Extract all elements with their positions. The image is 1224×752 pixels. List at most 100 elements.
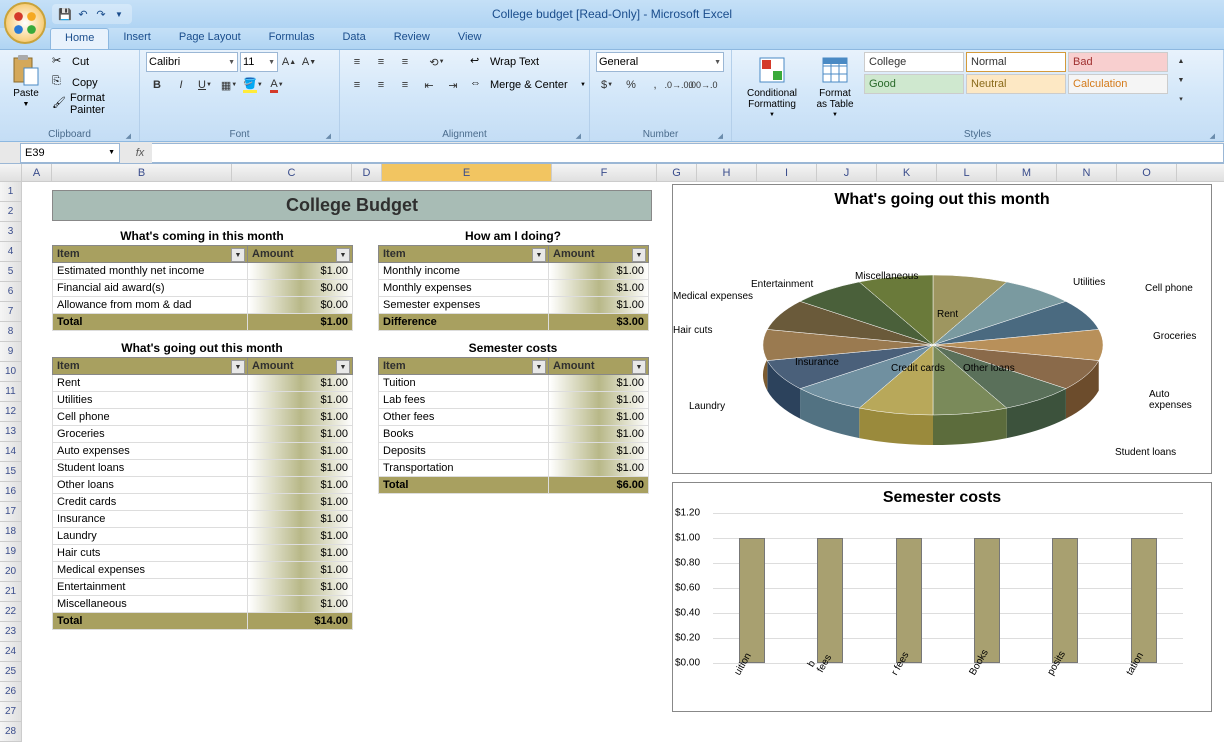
style-cell-college[interactable]: College: [864, 52, 964, 72]
table-cell[interactable]: Allowance from mom & dad: [53, 297, 248, 314]
border-button[interactable]: ▦▼: [218, 75, 240, 95]
table-cell[interactable]: Estimated monthly net income: [53, 263, 248, 280]
decrease-indent-button[interactable]: ⇤: [418, 75, 440, 95]
row-header-24[interactable]: 24: [0, 642, 22, 662]
font-name-combo[interactable]: Calibri▼: [146, 52, 238, 72]
align-center-button[interactable]: ≡: [370, 75, 392, 95]
percent-button[interactable]: %: [620, 75, 642, 95]
save-icon[interactable]: 💾: [58, 7, 72, 21]
table-cell[interactable]: $1.00: [248, 579, 353, 596]
styles-scroll-down[interactable]: ▼: [1174, 71, 1188, 89]
table-cell[interactable]: Utilities: [53, 392, 248, 409]
comma-button[interactable]: ,: [644, 75, 666, 95]
style-cell-normal[interactable]: Normal: [966, 52, 1066, 72]
filter-button[interactable]: ▼: [231, 360, 245, 374]
row-header-21[interactable]: 21: [0, 582, 22, 602]
table-cell[interactable]: Financial aid award(s): [53, 280, 248, 297]
row-header-20[interactable]: 20: [0, 562, 22, 582]
styles-scroll-up[interactable]: ▲: [1174, 52, 1188, 70]
row-header-13[interactable]: 13: [0, 422, 22, 442]
table-cell[interactable]: Monthly income: [379, 263, 549, 280]
col-header-K[interactable]: K: [877, 164, 937, 181]
row-header-11[interactable]: 11: [0, 382, 22, 402]
table-cell[interactable]: $1.00: [248, 426, 353, 443]
underline-button[interactable]: U▼: [194, 75, 216, 95]
bar-chart[interactable]: Semester costs $1.20$1.00$0.80$0.60$0.40…: [672, 482, 1212, 712]
table-cell[interactable]: Miscellaneous: [53, 596, 248, 613]
pie-chart[interactable]: What's going out this month Medical expe…: [672, 184, 1212, 474]
number-format-combo[interactable]: General▼: [596, 52, 724, 72]
undo-icon[interactable]: ↶: [76, 7, 90, 21]
table-cell[interactable]: Other fees: [379, 409, 549, 426]
table-cell[interactable]: $1.00: [248, 494, 353, 511]
style-cell-bad[interactable]: Bad: [1068, 52, 1168, 72]
table-cell[interactable]: $1.00: [549, 392, 649, 409]
office-button[interactable]: [4, 2, 46, 44]
col-header-G[interactable]: G: [657, 164, 697, 181]
styles-more[interactable]: ▾: [1174, 90, 1188, 108]
table-cell[interactable]: $1.00: [248, 392, 353, 409]
table-cell[interactable]: $1.00: [549, 460, 649, 477]
select-all-corner[interactable]: [0, 164, 22, 181]
row-header-27[interactable]: 27: [0, 702, 22, 722]
filter-button[interactable]: ▼: [231, 248, 245, 262]
grow-font-button[interactable]: A▲: [280, 52, 298, 72]
col-header-E[interactable]: E: [382, 164, 552, 181]
table-cell[interactable]: Cell phone: [53, 409, 248, 426]
row-header-19[interactable]: 19: [0, 542, 22, 562]
row-header-28[interactable]: 28: [0, 722, 22, 742]
table-cell[interactable]: Other loans: [53, 477, 248, 494]
table-cell[interactable]: $1.00: [248, 477, 353, 494]
table-cell[interactable]: $1.00: [248, 596, 353, 613]
italic-button[interactable]: I: [170, 75, 192, 95]
filter-button[interactable]: ▼: [632, 248, 646, 262]
tab-home[interactable]: Home: [50, 28, 109, 49]
table-cell[interactable]: Monthly expenses: [379, 280, 549, 297]
increase-decimal-button[interactable]: .0→.00: [668, 75, 690, 95]
col-header-H[interactable]: H: [697, 164, 757, 181]
align-left-button[interactable]: ≡: [346, 75, 368, 95]
orientation-button[interactable]: ⟲▼: [426, 52, 448, 72]
table-cell[interactable]: $1.00: [248, 263, 353, 280]
col-header-B[interactable]: B: [52, 164, 232, 181]
tab-view[interactable]: View: [444, 28, 496, 49]
table-cell[interactable]: Semester expenses: [379, 297, 549, 314]
table-cell[interactable]: Hair cuts: [53, 545, 248, 562]
col-header-O[interactable]: O: [1117, 164, 1177, 181]
copy-button[interactable]: ⎘Copy: [50, 73, 133, 93]
style-cell-neutral[interactable]: Neutral: [966, 74, 1066, 94]
table-cell[interactable]: $1.00: [549, 263, 649, 280]
style-cell-calculation[interactable]: Calculation: [1068, 74, 1168, 94]
table-cell[interactable]: $0.00: [248, 280, 353, 297]
table-cell[interactable]: $1.00: [549, 297, 649, 314]
table-cell[interactable]: $1.00: [248, 562, 353, 579]
currency-button[interactable]: $▼: [596, 75, 618, 95]
name-box[interactable]: E39▼: [20, 143, 120, 163]
col-header-L[interactable]: L: [937, 164, 997, 181]
wrap-text-button[interactable]: ↩Wrap Text: [468, 52, 588, 72]
row-header-9[interactable]: 9: [0, 342, 22, 362]
col-header-J[interactable]: J: [817, 164, 877, 181]
table-cell[interactable]: $1.00: [549, 443, 649, 460]
table-cell[interactable]: Rent: [53, 375, 248, 392]
table-cell[interactable]: Deposits: [379, 443, 549, 460]
filter-button[interactable]: ▼: [336, 248, 350, 262]
table-cell[interactable]: Insurance: [53, 511, 248, 528]
conditional-formatting-button[interactable]: Conditional Formatting▼: [738, 52, 806, 121]
table-cell[interactable]: Books: [379, 426, 549, 443]
row-header-10[interactable]: 10: [0, 362, 22, 382]
fx-button[interactable]: fx: [128, 147, 152, 159]
merge-center-button[interactable]: ⇔Merge & Center▼: [468, 75, 588, 95]
sheet-body[interactable]: College Budget What's coming in this mon…: [22, 182, 1224, 752]
row-header-12[interactable]: 12: [0, 402, 22, 422]
table-cell[interactable]: $1.00: [248, 545, 353, 562]
tab-review[interactable]: Review: [380, 28, 444, 49]
row-header-25[interactable]: 25: [0, 662, 22, 682]
align-right-button[interactable]: ≡: [394, 75, 416, 95]
table-cell[interactable]: $1.00: [549, 409, 649, 426]
decrease-decimal-button[interactable]: .00→.0: [692, 75, 714, 95]
col-header-M[interactable]: M: [997, 164, 1057, 181]
fill-color-button[interactable]: 🪣▼: [242, 75, 264, 95]
table-cell[interactable]: Entertainment: [53, 579, 248, 596]
row-header-16[interactable]: 16: [0, 482, 22, 502]
